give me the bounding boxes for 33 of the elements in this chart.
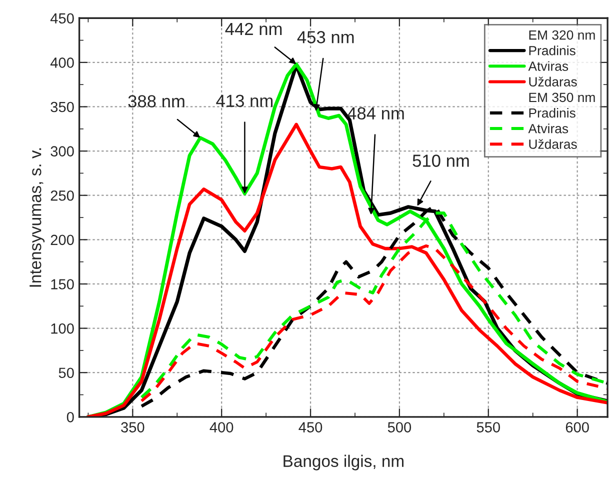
y-axis-title: Intensyvumas, s. v. <box>30 148 45 287</box>
x-tick-label: 400 <box>210 422 234 432</box>
legend-label: Atviras <box>528 124 568 134</box>
legend-label: Pradinis <box>529 46 576 56</box>
y-tick-label: 250 <box>50 190 74 201</box>
annotation: 453 nm <box>297 31 354 44</box>
y-tick-label: 0 <box>66 412 74 422</box>
line-series <box>86 122 608 417</box>
x-tick-label: 350 <box>121 422 144 432</box>
legend-label: Uždaras <box>529 76 577 86</box>
y-tick-label: 50 <box>58 368 74 378</box>
x-tick-label: 550 <box>476 422 500 432</box>
annotation: 413 nm <box>216 94 273 107</box>
annotation: EM 350 nm <box>529 92 595 102</box>
y-tick-label: 200 <box>50 234 74 246</box>
annotation: 484 nm <box>347 107 404 120</box>
x-tick-label: 600 <box>566 422 589 432</box>
y-tick-label: 450 <box>50 13 74 24</box>
y-tick-label: 400 <box>50 58 74 68</box>
x-tick-label: 500 <box>388 422 412 432</box>
annotation: 388 nm <box>128 95 184 108</box>
y-tick-label: 150 <box>51 279 74 290</box>
legend-label: Pradinis <box>529 108 576 118</box>
annotation: 510 nm <box>412 154 469 167</box>
legend-label: Atviras <box>528 61 568 71</box>
y-tick-label: 300 <box>50 146 74 156</box>
x-axis-title: Bangos ilgis, nm <box>284 454 404 470</box>
annotation: 442 nm <box>225 22 282 35</box>
legend-label: Uždaras <box>529 139 577 149</box>
annotation: EM 320 nm <box>529 30 595 40</box>
y-tick-label: 100 <box>51 323 74 334</box>
y-tick-label: 350 <box>50 102 74 112</box>
x-tick-label: 450 <box>298 422 322 432</box>
